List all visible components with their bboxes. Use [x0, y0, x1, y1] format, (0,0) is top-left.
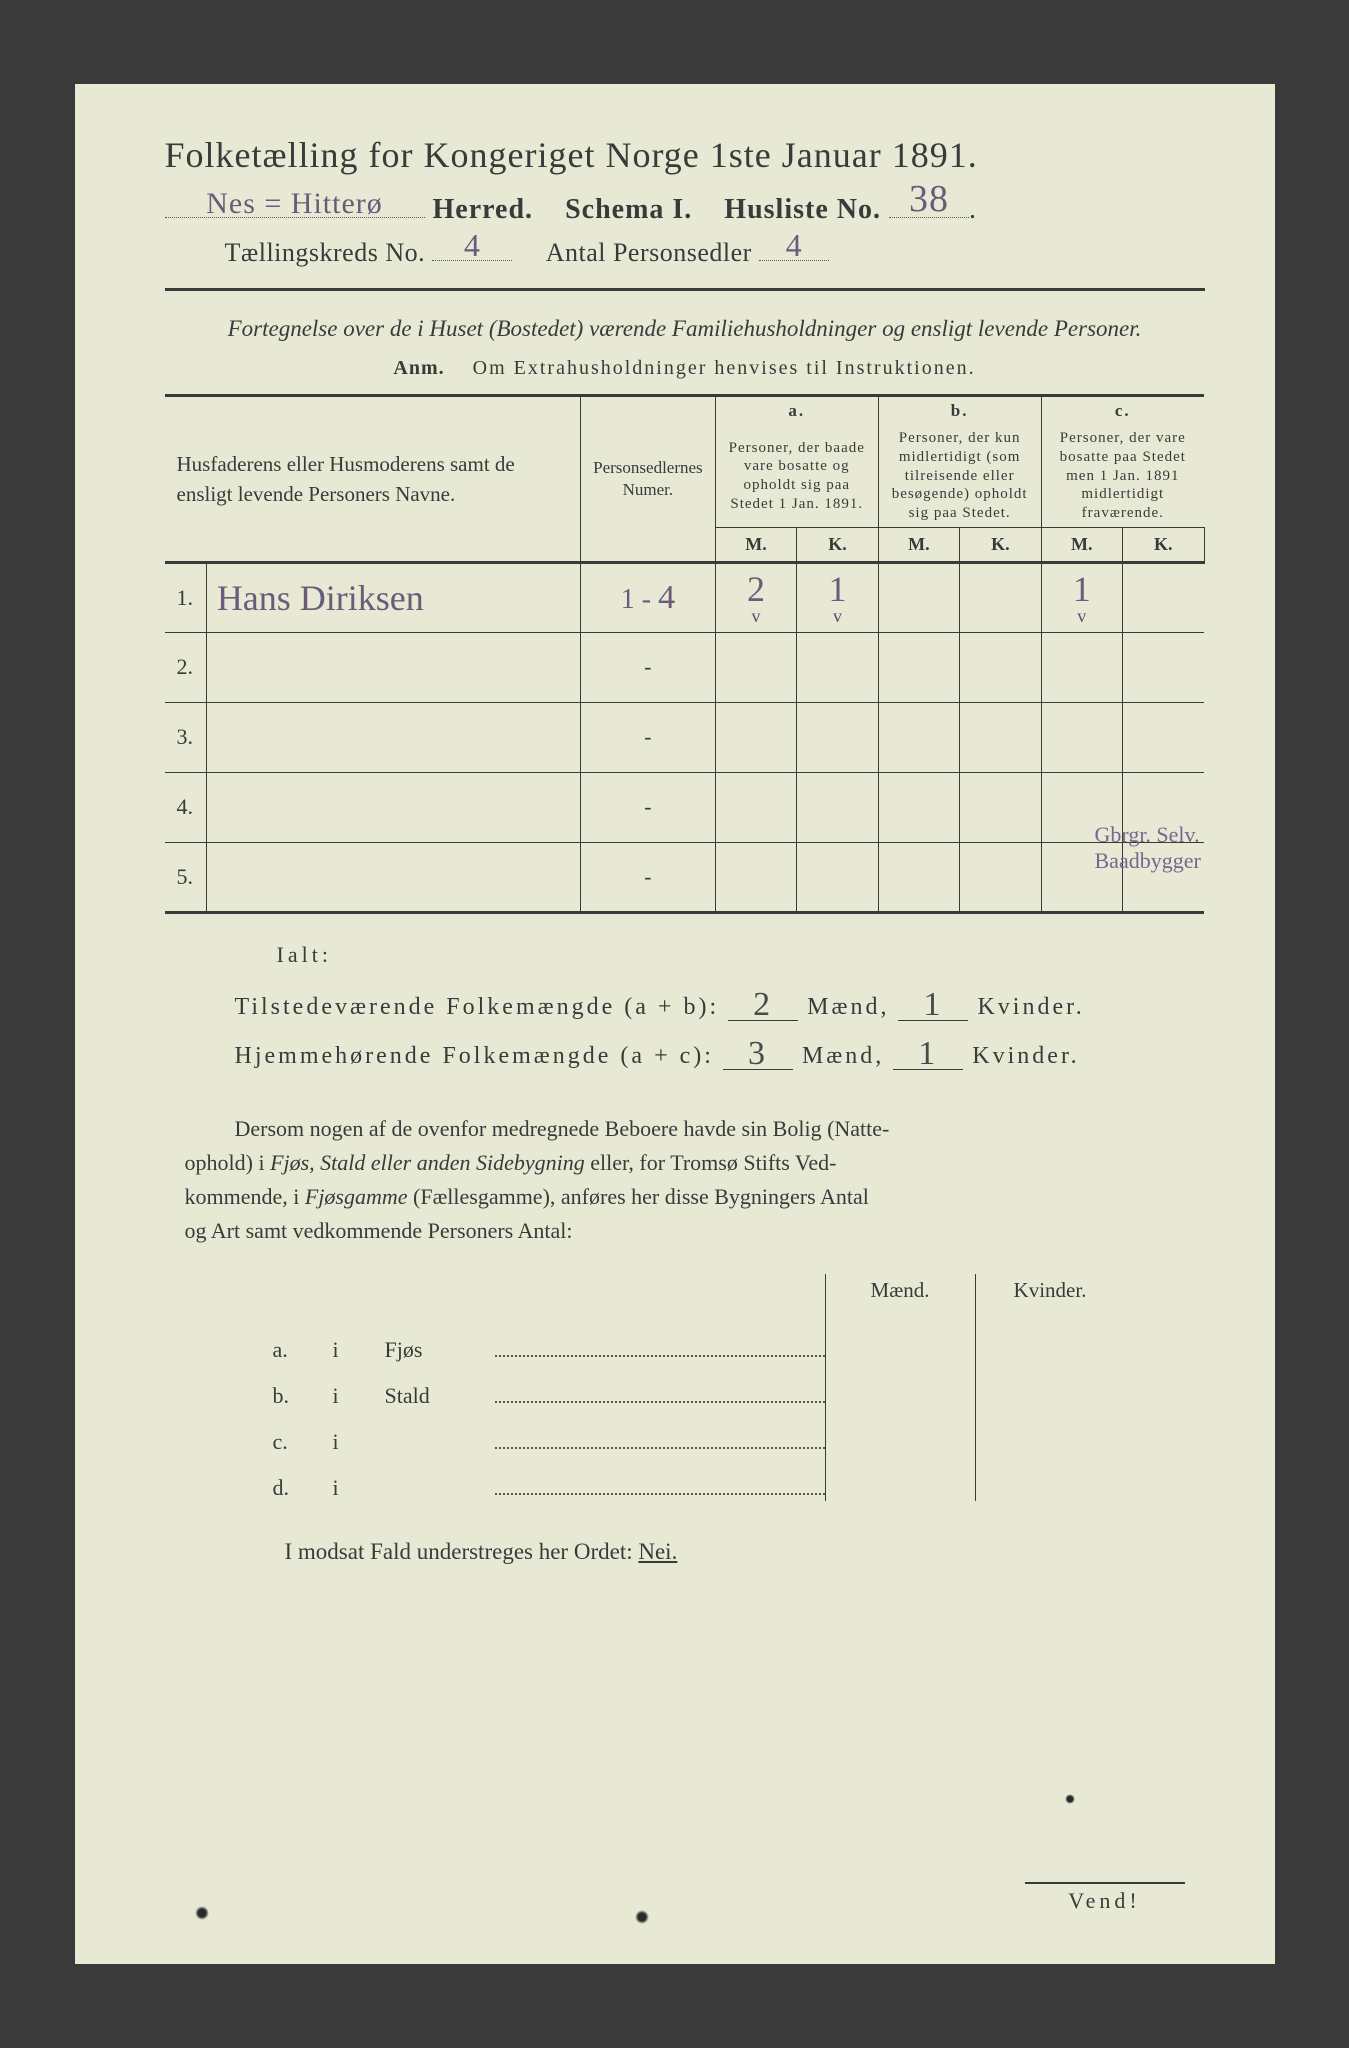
row-numer: - [580, 772, 715, 842]
building-row: d. i [265, 1455, 1125, 1501]
row-numer: - [580, 632, 715, 702]
col-header-a-text: Personer, der baade vare bosatte og opho… [715, 425, 878, 527]
husliste-label: Husliste No. [724, 194, 881, 225]
hdr-kvinder: Kvinder. [975, 1274, 1125, 1317]
row-numer: 1 - 4 [621, 584, 675, 615]
row-name [206, 842, 580, 912]
building-table-header: Mænd. Kvinder. [265, 1274, 1125, 1317]
totals-ab-m: 2 [753, 986, 773, 1023]
divider-rule [165, 288, 1205, 291]
col-header-c-text: Personer, der vare bosatte paa Stedet me… [1041, 425, 1204, 527]
ink-spot [635, 1910, 649, 1924]
col-header-c-label: c. [1041, 396, 1204, 426]
main-table: Husfaderens eller Husmoderens samt de en… [165, 394, 1205, 914]
col-c-m: M. [1041, 527, 1122, 562]
row-num: 2. [165, 632, 207, 702]
table-row: 3. - [165, 702, 1205, 772]
table-row: 4. - [165, 772, 1205, 842]
ink-spot [195, 1906, 209, 1920]
row-name [206, 772, 580, 842]
census-form-page: Folketælling for Kongeriget Norge 1ste J… [75, 84, 1275, 1964]
totals-row-1: Tilstedeværende Folkemængde (a + b): 2 M… [235, 982, 1205, 1021]
kreds-label: Tællingskreds No. [225, 238, 426, 267]
lower-paragraph: Dersom nogen af de ovenfor medregnede Be… [185, 1112, 1185, 1248]
totals: Ialt: Tilstedeværende Folkemængde (a + b… [235, 942, 1205, 1070]
tick: v [722, 606, 790, 627]
table-row: 1. Hans Diriksen 1 - 4 2v 1v 1v [165, 562, 1205, 632]
building-row: b. i Stald [265, 1363, 1125, 1409]
cell-a-k: 1 [828, 569, 846, 609]
cell-c-k [1123, 562, 1204, 632]
col-b-k: K. [960, 527, 1041, 562]
totals-row-2: Hjemmehørende Folkemængde (a + c): 3 Mæn… [235, 1031, 1205, 1070]
table-row: 2. - [165, 632, 1205, 702]
totals-ac-m: 3 [748, 1035, 768, 1072]
anm-prefix: Anm. [393, 357, 444, 379]
row-num: 5. [165, 842, 207, 912]
form-title: Folketælling for Kongeriget Norge 1ste J… [165, 134, 1205, 176]
nei-word: Nei. [638, 1539, 677, 1564]
col-a-k: K. [797, 527, 878, 562]
margin-note: Gbrgr. Selv. Baadbygger [1095, 822, 1245, 875]
row-num: 1. [165, 562, 207, 632]
col-header-a-label: a. [715, 396, 878, 426]
cell-b-m [878, 562, 959, 632]
row-numer: - [580, 702, 715, 772]
husliste-no: 38 [889, 177, 969, 221]
nei-line: I modsat Fald understreges her Ordet: Ne… [285, 1539, 1205, 1565]
row-name [206, 702, 580, 772]
row-name: Hans Diriksen [217, 578, 424, 618]
hdr-maend: Mænd. [825, 1274, 975, 1317]
building-table: Mænd. Kvinder. a. i Fjøs b. i Stald c. i [265, 1274, 1125, 1501]
building-row: a. i Fjøs [265, 1317, 1125, 1363]
totals-ac-k: 1 [918, 1035, 938, 1072]
col-header-b-text: Personer, der kun midlertidigt (som tilr… [878, 425, 1041, 527]
header-row-2: Tællingskreds No. 4 Antal Personsedler 4 [165, 238, 1205, 268]
totals-ab-k: 1 [923, 986, 943, 1023]
row-num: 3. [165, 702, 207, 772]
antal-no: 4 [759, 227, 829, 264]
header-row-1: Nes = Hitterø Herred. Schema I. Husliste… [165, 194, 1205, 226]
cell-c-m: 1 [1073, 569, 1091, 609]
herred-handwritten: Nes = Hitterø [165, 187, 425, 221]
ink-spot [1065, 1794, 1075, 1804]
row-name [206, 632, 580, 702]
tick: v [1048, 606, 1116, 627]
building-row: c. i [265, 1409, 1125, 1455]
row-numer: - [580, 842, 715, 912]
form-description: Fortegnelse over de i Huset (Bostedet) v… [205, 313, 1165, 345]
ialt-label: Ialt: [277, 942, 1205, 968]
tick: v [803, 606, 871, 627]
row-num: 4. [165, 772, 207, 842]
anm-text: Om Extrahusholdninger henvises til Instr… [473, 357, 976, 379]
col-b-m: M. [878, 527, 959, 562]
col-header-names: Husfaderens eller Husmoderens samt de en… [165, 396, 581, 563]
vend-label: Vend! [1025, 1882, 1185, 1914]
col-header-b-label: b. [878, 396, 1041, 426]
herred-label: Herred. [433, 194, 534, 225]
col-c-k: K. [1123, 527, 1204, 562]
cell-a-m: 2 [747, 569, 765, 609]
anm-line: Anm. Om Extrahusholdninger henvises til … [165, 357, 1205, 380]
col-a-m: M. [715, 527, 796, 562]
kreds-no: 4 [432, 227, 512, 264]
cell-b-k [960, 562, 1041, 632]
col-header-numer: Personsedlernes Numer. [580, 396, 715, 563]
table-row: 5. - [165, 842, 1205, 912]
antal-label: Antal Personsedler [546, 238, 752, 267]
schema-label: Schema I. [565, 194, 692, 225]
